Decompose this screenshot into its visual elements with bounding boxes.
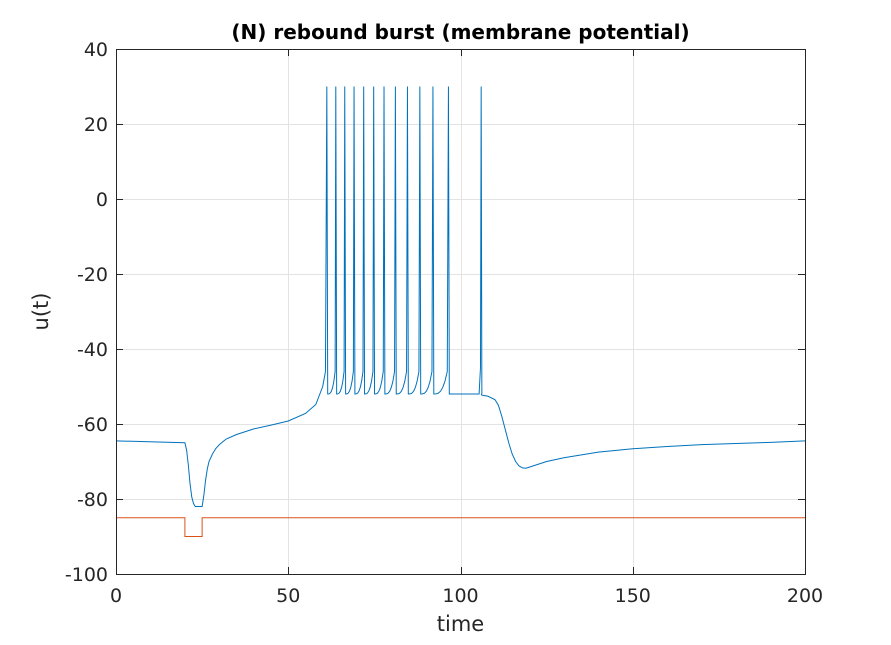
y-tick-label: -80 (77, 489, 108, 511)
ticks: 0 50 100 150 200 -100 -80 -60 -40 -20 0 20 40 (65, 39, 823, 607)
series-layer (115, 86, 806, 537)
membrane-potential-line-pre-burst (115, 371, 326, 507)
x-tick-label: 0 (110, 585, 122, 607)
y-tick-label: 0 (96, 189, 108, 211)
y-tick-label: -40 (77, 339, 108, 361)
input-current-line (116, 517, 805, 537)
plot-area (116, 49, 805, 574)
x-tick-label: 100 (442, 585, 478, 607)
y-axis-label: u(t) (29, 293, 53, 331)
x-tick-label: 150 (615, 585, 651, 607)
y-tick-label: -20 (77, 264, 108, 286)
grid (116, 49, 805, 574)
membrane-potential-line-post-burst (480, 393, 806, 469)
y-tick-label: 20 (84, 114, 108, 136)
membrane-potential-spike-burst (324, 86, 483, 395)
y-tick-label: -60 (77, 414, 108, 436)
x-tick-label: 50 (276, 585, 300, 607)
y-tick-label: 40 (84, 39, 108, 61)
chart-title: (N) rebound burst (membrane potential) (231, 20, 689, 44)
y-tick-label: -100 (65, 564, 108, 586)
x-tick-label: 200 (787, 585, 823, 607)
x-axis-label: time (437, 612, 484, 636)
